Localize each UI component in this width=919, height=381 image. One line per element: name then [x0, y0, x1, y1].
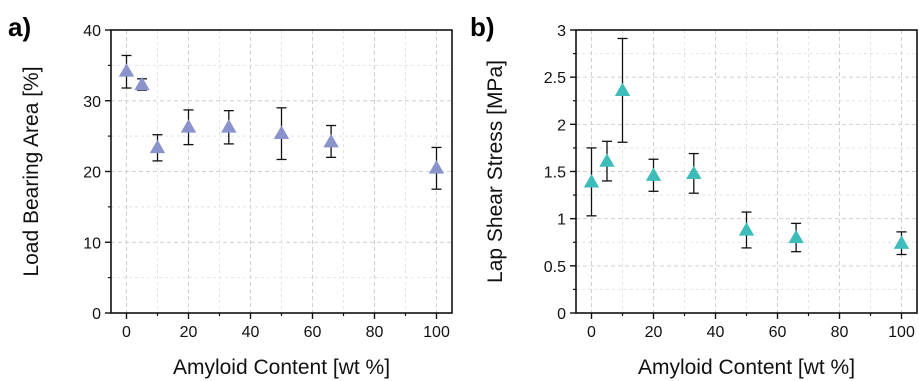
x-tick-label: 20: [645, 324, 663, 341]
x-tick-label: 20: [180, 324, 198, 341]
data-point-triangle: [645, 167, 662, 181]
x-axis-title: Amyloid Content [wt %]: [638, 356, 855, 379]
data-point-triangle: [134, 76, 150, 91]
y-tick-label: 3: [557, 23, 566, 40]
y-axis-title: Load Bearing Area [%]: [20, 66, 43, 276]
x-axis-title: Amyloid Content [wt %]: [173, 356, 390, 379]
x-tick-label: 100: [423, 324, 450, 341]
x-tick-label: 0: [587, 324, 596, 341]
x-tick-label: 80: [831, 324, 849, 341]
x-tick-label: 60: [304, 324, 322, 341]
data-point-triangle: [788, 229, 804, 244]
y-tick-label: 2.5: [544, 70, 566, 87]
y-tick-label: 0.5: [544, 259, 566, 276]
y-tick-label: 20: [83, 165, 101, 182]
data-point-triangle: [428, 160, 445, 174]
data-point-triangle: [180, 119, 197, 133]
data-point-triangle: [118, 63, 135, 77]
y-tick-label: 1.5: [544, 165, 566, 182]
x-tick-label: 0: [122, 324, 131, 341]
y-axis-title: Lap Shear Stress [MPa]: [484, 60, 507, 283]
y-tick-label: 0: [557, 306, 566, 323]
x-tick-label: 40: [707, 324, 725, 341]
data-point-triangle: [738, 222, 755, 236]
y-tick-label: 2: [557, 117, 566, 134]
x-tick-label: 60: [769, 324, 787, 341]
data-point-triangle: [273, 125, 290, 139]
x-tick-label: 100: [888, 324, 915, 341]
y-tick-label: 10: [83, 235, 101, 252]
chart-panel-a: 0 20 40 60 80 100 0 10 20 30 40 Amyloid Content [wt…: [8, 12, 453, 379]
y-tick-label: 40: [83, 23, 101, 40]
y-tick-label: 1: [557, 212, 566, 229]
x-tick-label: 40: [242, 324, 260, 341]
data-point-triangle: [323, 133, 339, 148]
panel-label: b): [470, 12, 495, 42]
x-tick-label: 80: [366, 324, 384, 341]
panel-label: a): [8, 12, 31, 42]
data-point-triangle: [893, 235, 910, 249]
data-point-triangle: [583, 174, 600, 188]
data-point-triangle: [686, 165, 702, 180]
data-point-triangle: [149, 139, 166, 154]
y-tick-label: 0: [92, 306, 101, 323]
chart-panel-b: 0 20 40 60 80 100 0 0.5 1 1.5 2 2.5 3 Amyloid Content…: [470, 12, 918, 379]
data-point-triangle: [614, 82, 631, 97]
y-tick-label: 30: [83, 94, 101, 111]
data-point-triangle: [599, 153, 615, 167]
data-point-triangle: [221, 119, 237, 133]
